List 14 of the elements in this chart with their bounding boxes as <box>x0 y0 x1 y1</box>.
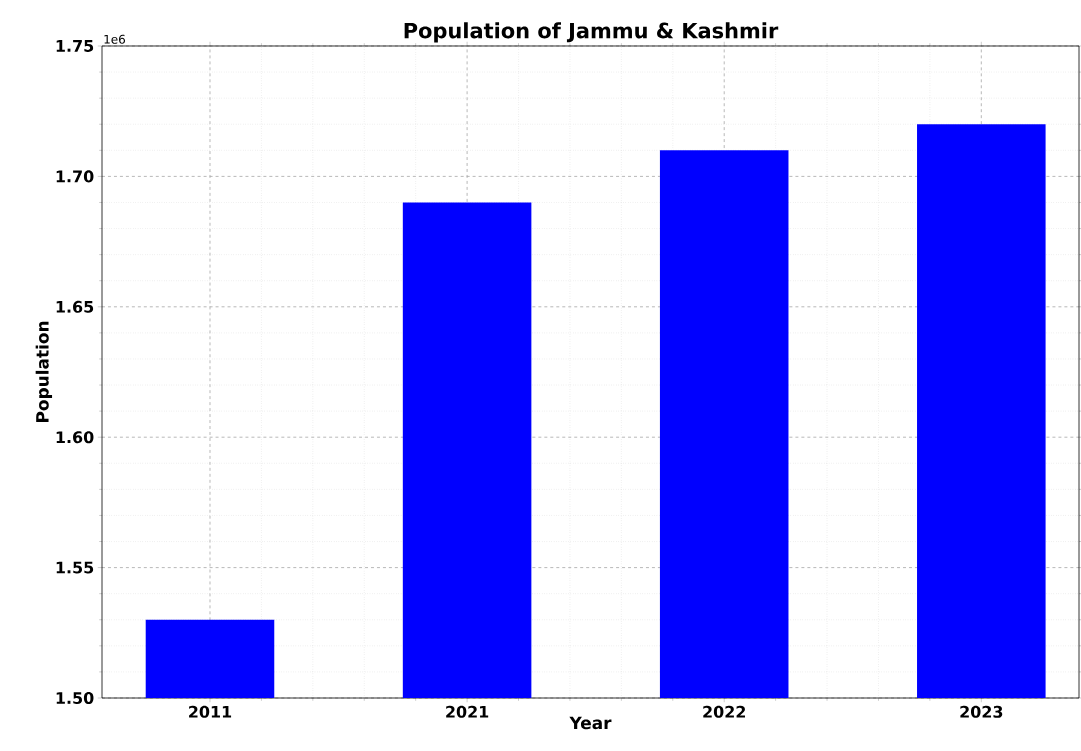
x-tick-label: 2011 <box>189 705 232 718</box>
y-tick-label: 1.65 <box>56 300 94 313</box>
y-tick-label: 1.70 <box>56 170 94 183</box>
text: 1e6 <box>104 34 126 44</box>
x-tick-label: 2022 <box>703 705 746 718</box>
y-tick-label: 1.60 <box>56 431 94 444</box>
y-tick-label: 1.75 <box>56 40 94 52</box>
y-tick-label: 1.55 <box>56 561 94 574</box>
y-tick-label: 1.50 <box>56 691 94 705</box>
y-axis-title: Population <box>35 321 53 422</box>
x-tick-label: 2021 <box>446 705 489 718</box>
x-axis-title: Year <box>569 716 612 730</box>
chart-title: Population of Jammu & Kashmir <box>404 22 779 43</box>
x-tick-label: 2023 <box>960 705 1003 718</box>
